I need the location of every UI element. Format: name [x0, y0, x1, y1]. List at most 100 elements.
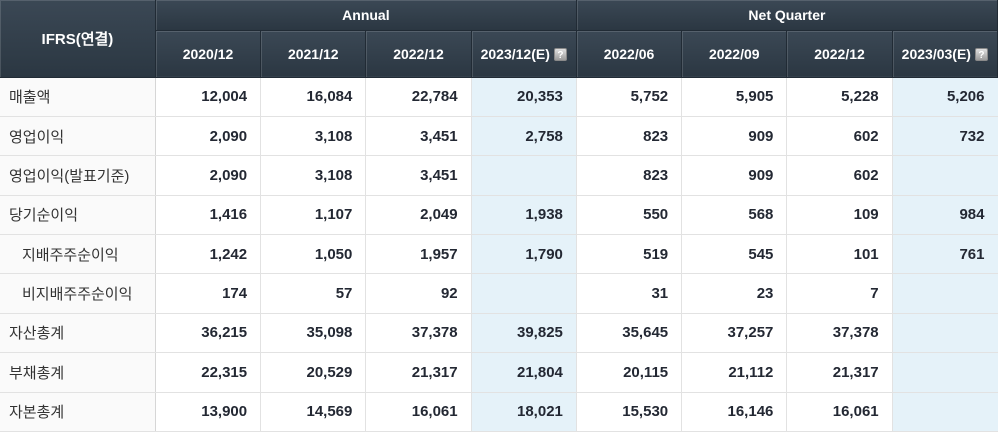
value-cell: 602 — [786, 116, 893, 157]
value-cell: 22,315 — [155, 352, 262, 393]
value-cell — [892, 155, 998, 196]
date-column-label: 2022/09 — [708, 45, 760, 62]
row-label: 매출액 — [0, 77, 156, 117]
row-label: 영업이익 — [0, 116, 156, 157]
value-cell: 37,257 — [681, 313, 788, 354]
corner-header-ifrs: IFRS(연결) — [0, 0, 156, 78]
value-cell: 1,416 — [155, 195, 262, 236]
row-label: 부채총계 — [0, 352, 156, 393]
value-cell: 21,112 — [681, 352, 788, 393]
value-cell: 2,090 — [155, 155, 262, 196]
value-cell: 92 — [365, 273, 472, 314]
value-cell — [892, 313, 998, 354]
value-cell: 761 — [892, 234, 998, 275]
value-cell: 16,084 — [260, 77, 367, 117]
value-cell: 545 — [681, 234, 788, 275]
table-row: 자본총계 13,900 14,569 16,061 18,021 15,530 16,146… — [0, 392, 998, 432]
value-cell: 37,378 — [786, 313, 893, 354]
value-cell: 16,061 — [786, 392, 893, 432]
date-column-label: 2023/12(E) — [480, 45, 550, 62]
table-row: 영업이익 2,090 3,108 3,451 2,758 823 909 602 732 — [0, 116, 998, 157]
date-column-header: 2021/12 — [260, 30, 367, 78]
value-cell: 568 — [681, 195, 788, 236]
help-icon[interactable]: ? — [974, 47, 988, 61]
value-cell — [892, 352, 998, 393]
value-cell: 1,050 — [260, 234, 367, 275]
value-cell: 35,645 — [576, 313, 683, 354]
value-cell — [471, 273, 577, 314]
value-cell: 14,569 — [260, 392, 367, 432]
value-cell: 2,090 — [155, 116, 262, 157]
value-cell: 174 — [155, 273, 262, 314]
value-cell: 35,098 — [260, 313, 367, 354]
annual-group-header: Annual — [155, 0, 577, 31]
value-cell: 3,451 — [365, 155, 472, 196]
table-row: 비지배주주순이익 174 57 92 31 23 7 — [0, 273, 998, 314]
value-cell: 109 — [786, 195, 893, 236]
value-cell: 5,228 — [786, 77, 893, 117]
row-label: 당기순이익 — [0, 195, 156, 236]
date-column-header: 2023/03(E)? — [892, 30, 998, 78]
value-cell: 3,451 — [365, 116, 472, 157]
date-column-label: 2023/03(E) — [901, 45, 971, 62]
table-row: 자산총계 36,215 35,098 37,378 39,825 35,645 37,257… — [0, 313, 998, 354]
date-column-header: 2020/12 — [155, 30, 262, 78]
date-column-header: 2023/12(E)? — [471, 30, 577, 78]
row-label: 비지배주주순이익 — [0, 273, 156, 314]
value-cell: 823 — [576, 116, 683, 157]
value-cell: 16,146 — [681, 392, 788, 432]
value-cell — [892, 273, 998, 314]
value-cell: 20,529 — [260, 352, 367, 393]
value-cell: 909 — [681, 116, 788, 157]
value-cell: 22,784 — [365, 77, 472, 117]
value-cell: 101 — [786, 234, 893, 275]
value-cell: 1,790 — [471, 234, 577, 275]
date-column-header: 2022/06 — [576, 30, 683, 78]
row-label: 영업이익(발표기준) — [0, 155, 156, 196]
value-cell: 36,215 — [155, 313, 262, 354]
table-header: IFRS(연결) Annual Net Quarter 2020/12 2021/… — [0, 0, 998, 78]
row-label: 지배주주순이익 — [0, 234, 156, 275]
value-cell: 5,752 — [576, 77, 683, 117]
value-cell: 2,049 — [365, 195, 472, 236]
table-row: 당기순이익 1,416 1,107 2,049 1,938 550 568 109 984 — [0, 195, 998, 236]
value-cell: 1,107 — [260, 195, 367, 236]
value-cell: 602 — [786, 155, 893, 196]
table-row: 부채총계 22,315 20,529 21,317 21,804 20,115 21,112… — [0, 352, 998, 393]
value-cell: 2,758 — [471, 116, 577, 157]
table-row: 지배주주순이익 1,242 1,050 1,957 1,790 519 545 101 761 — [0, 234, 998, 275]
value-cell: 1,242 — [155, 234, 262, 275]
date-column-label: 2022/06 — [603, 45, 655, 62]
value-cell: 37,378 — [365, 313, 472, 354]
value-cell — [471, 155, 577, 196]
date-column-header: 2022/12 — [365, 30, 472, 78]
value-cell: 39,825 — [471, 313, 577, 354]
value-cell: 16,061 — [365, 392, 472, 432]
date-column-label: 2020/12 — [182, 45, 234, 62]
date-column-label: 2022/12 — [814, 45, 865, 62]
value-cell: 519 — [576, 234, 683, 275]
net-quarter-group-header: Net Quarter — [576, 0, 998, 31]
value-cell: 31 — [576, 273, 683, 314]
table-row: 영업이익(발표기준) 2,090 3,108 3,451 823 909 602 — [0, 155, 998, 196]
date-column-header: 2022/09 — [681, 30, 788, 78]
table-body: 매출액 12,004 16,084 22,784 20,353 5,752 5,905 5,2… — [0, 77, 998, 432]
value-cell — [892, 392, 998, 432]
value-cell: 21,317 — [786, 352, 893, 393]
value-cell: 21,804 — [471, 352, 577, 393]
value-cell: 23 — [681, 273, 788, 314]
value-cell: 12,004 — [155, 77, 262, 117]
value-cell: 7 — [786, 273, 893, 314]
row-label: 자본총계 — [0, 392, 156, 432]
value-cell: 1,957 — [365, 234, 472, 275]
value-cell: 57 — [260, 273, 367, 314]
help-icon[interactable]: ? — [553, 47, 567, 61]
row-label: 자산총계 — [0, 313, 156, 354]
value-cell: 984 — [892, 195, 998, 236]
group-header-row: IFRS(연결) Annual Net Quarter — [0, 0, 998, 78]
value-cell: 15,530 — [576, 392, 683, 432]
value-cell: 3,108 — [260, 155, 367, 196]
value-cell: 550 — [576, 195, 683, 236]
value-cell: 21,317 — [365, 352, 472, 393]
